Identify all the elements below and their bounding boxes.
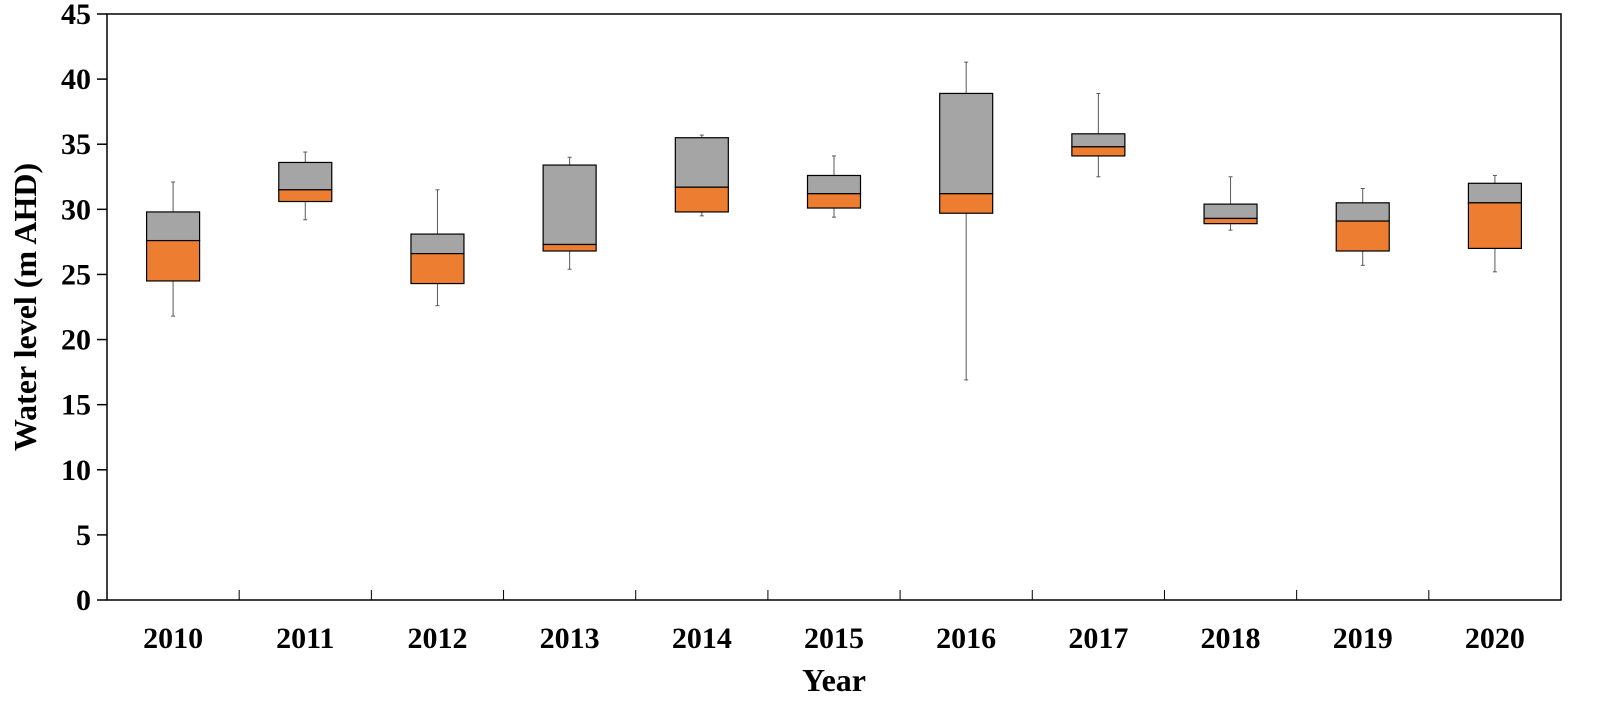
lower-box	[1335, 220, 1390, 252]
plot-area-frame	[106, 13, 1562, 601]
upper-box	[145, 211, 201, 242]
box-2018	[1203, 176, 1258, 231]
box-2015	[806, 155, 862, 218]
y-tick-label: 40	[61, 63, 91, 96]
x-tick-label: 2020	[1465, 622, 1525, 655]
x-tick-label: 2014	[672, 622, 732, 655]
upper-box	[806, 174, 862, 195]
upper-box	[410, 233, 465, 255]
x-tick-label: 2010	[143, 622, 203, 655]
y-tick-label: 45	[61, 0, 91, 31]
x-tick-label: 2011	[276, 622, 334, 655]
upper-box	[1203, 203, 1258, 220]
y-tick-label: 10	[61, 454, 91, 487]
box-2013	[542, 156, 597, 270]
x-tick-label: 2019	[1333, 622, 1393, 655]
y-tick-label: 20	[61, 324, 91, 357]
y-axis-title: Water level (m AHD)	[7, 163, 43, 451]
box-2016	[939, 61, 994, 381]
x-tick-label: 2018	[1201, 622, 1261, 655]
x-tick-label: 2015	[804, 622, 864, 655]
x-axis-title: Year	[802, 662, 866, 698]
lower-box	[542, 243, 597, 252]
lower-box	[939, 193, 994, 214]
lower-box	[806, 193, 862, 209]
y-tick-label: 30	[61, 193, 91, 226]
lower-box	[410, 253, 465, 285]
x-tick-label: 2013	[540, 622, 600, 655]
y-axis: 0 5 10 15 20 25 30 35 40 45	[61, 0, 107, 617]
box-2020	[1467, 174, 1523, 273]
x-tick-label: 2017	[1068, 622, 1128, 655]
x-tick-label: 2012	[407, 622, 467, 655]
box-2019	[1335, 187, 1390, 266]
upper-box	[1467, 182, 1523, 204]
upper-box	[939, 92, 994, 195]
y-tick-label: 25	[61, 258, 91, 291]
upper-box	[1335, 202, 1390, 222]
upper-box	[278, 161, 333, 191]
lower-box	[674, 186, 729, 213]
upper-box	[542, 164, 597, 246]
y-tick-label: 35	[61, 128, 91, 161]
lower-box	[1071, 146, 1126, 157]
box-2017	[1071, 92, 1126, 178]
lower-box	[278, 189, 333, 203]
y-tick-label: 0	[76, 584, 91, 617]
upper-box	[1071, 133, 1126, 148]
upper-box	[674, 137, 729, 188]
x-axis: 2010 2011 2012 2013 2014 2015 2016 2017 2018 2019…	[143, 590, 1525, 655]
box-2011	[278, 151, 333, 221]
box-series	[145, 61, 1523, 381]
x-tick-label: 2016	[936, 622, 996, 655]
box-2014	[674, 134, 729, 217]
lower-box	[1467, 202, 1523, 249]
box-2010	[145, 181, 201, 317]
lower-box	[1203, 217, 1258, 225]
y-tick-label: 15	[61, 389, 91, 422]
box-2012	[410, 189, 465, 307]
y-tick-label: 5	[76, 519, 91, 552]
lower-box	[145, 239, 201, 282]
